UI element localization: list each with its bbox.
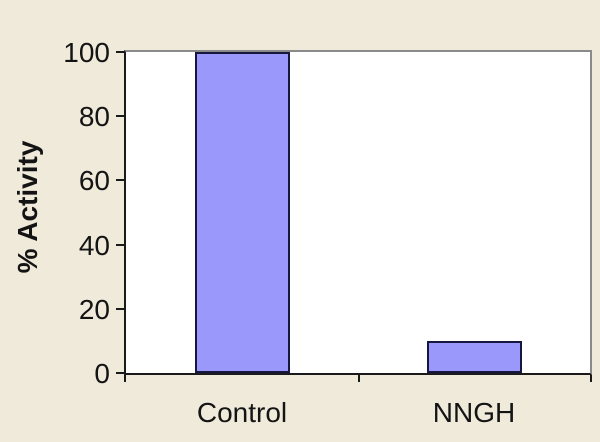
x-category-label: NNGH bbox=[432, 397, 516, 428]
x-tick-mark bbox=[590, 375, 592, 382]
x-tick-mark bbox=[124, 375, 126, 382]
y-tick-label: 20 bbox=[78, 293, 110, 325]
y-tick-mark bbox=[116, 372, 124, 374]
y-tick-mark bbox=[116, 115, 124, 118]
x-tick-mark bbox=[358, 375, 360, 382]
bar-control bbox=[195, 52, 290, 373]
x-category-label: Control bbox=[196, 397, 288, 428]
y-tick-label: 100 bbox=[63, 37, 110, 68]
y-tick-label: 0 bbox=[94, 358, 110, 389]
y-tick-mark bbox=[116, 51, 124, 53]
bar-nngh bbox=[427, 341, 522, 373]
y-tick-mark bbox=[116, 179, 124, 182]
plot-area bbox=[124, 50, 592, 375]
y-tick-label: 80 bbox=[78, 101, 110, 133]
y-tick-label: 40 bbox=[78, 229, 110, 261]
y-tick-label: 60 bbox=[78, 165, 110, 197]
y-tick-mark bbox=[116, 307, 124, 310]
y-tick-mark bbox=[116, 243, 124, 246]
